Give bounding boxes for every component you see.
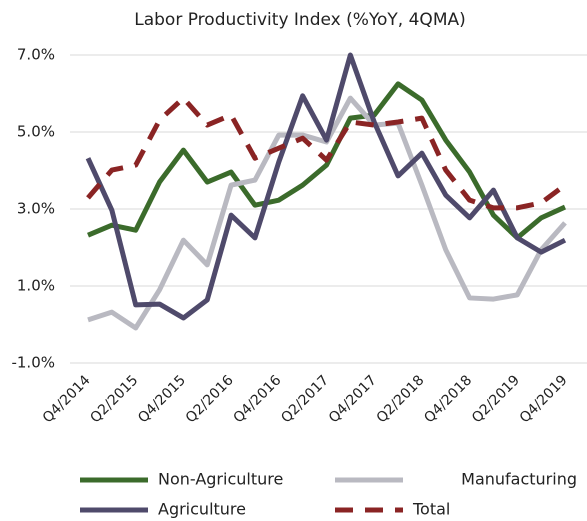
y-tick-label: 5.0% xyxy=(17,123,55,141)
legend-label: Agriculture xyxy=(158,500,246,519)
y-tick-label: -1.0% xyxy=(11,354,55,372)
chart-title: Labor Productivity Index (%YoY, 4QMA) xyxy=(134,10,466,30)
y-tick-label: 7.0% xyxy=(17,46,55,64)
x-tick-label: Q2/2019 xyxy=(469,372,523,426)
x-tick-label: Q2/2016 xyxy=(183,372,237,426)
x-tick-label: Q2/2017 xyxy=(278,372,332,426)
x-tick-label: Q4/2019 xyxy=(517,372,571,426)
legend-label: Manufacturing xyxy=(461,470,577,489)
x-tick-label: Q4/2016 xyxy=(231,372,285,426)
series-line xyxy=(86,95,567,211)
y-tick-label: 3.0% xyxy=(17,200,55,218)
legend-label: Non-Agriculture xyxy=(158,470,283,489)
y-tick-label: 1.0% xyxy=(17,277,55,295)
legend-label: Total xyxy=(412,500,450,519)
x-tick-label: Q2/2015 xyxy=(87,372,141,426)
x-tick-label: Q4/2017 xyxy=(326,372,380,426)
x-tick-label: Q4/2018 xyxy=(421,372,475,426)
x-tick-label: Q2/2018 xyxy=(374,372,428,426)
x-tick-label: Q4/2014 xyxy=(40,372,94,426)
series-line xyxy=(85,52,567,321)
x-tick-label: Q4/2015 xyxy=(135,372,189,426)
